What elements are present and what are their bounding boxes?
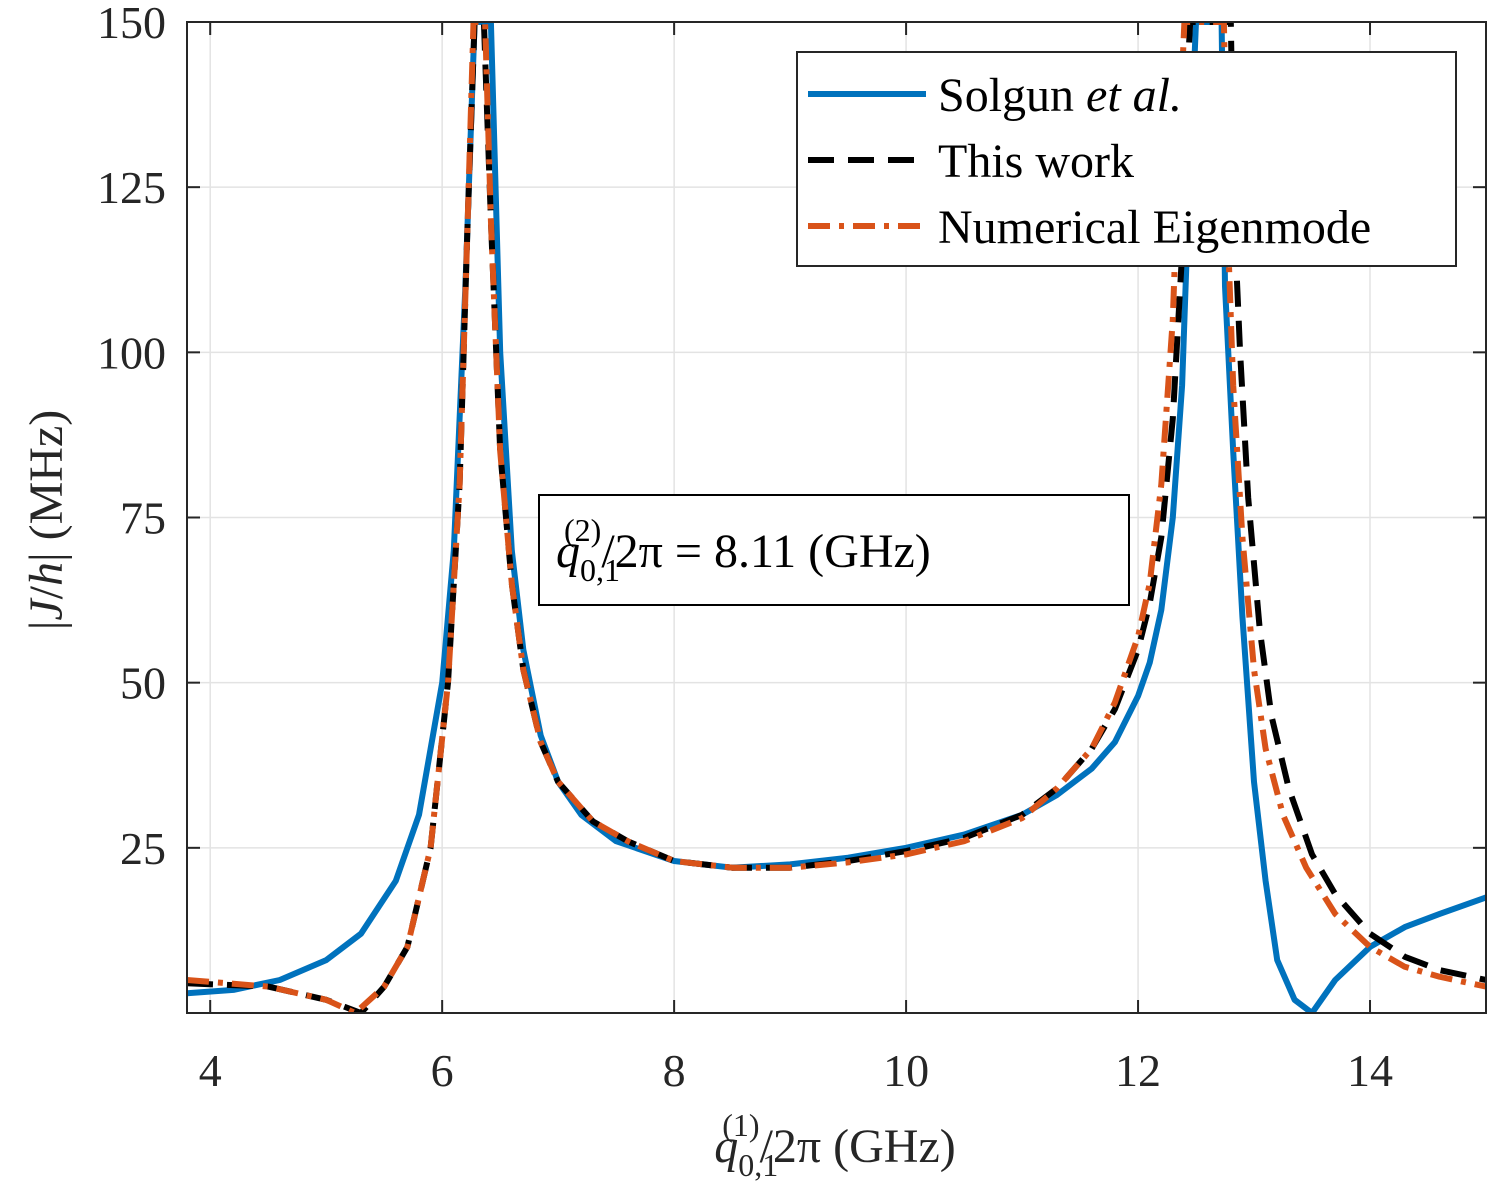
- ticks: [187, 21, 1486, 1013]
- y-tick-label: 150: [97, 0, 166, 48]
- x-tick-label: 14: [1347, 1045, 1393, 1096]
- series-line-numerical-eigenmode: [187, 22, 1486, 1013]
- annotation-var: q: [556, 525, 580, 578]
- series-layer: [187, 22, 1486, 1013]
- x-label-sup: (1): [722, 1107, 759, 1143]
- tick-labels: 4 6 8 10 12 14 25 50 75 100 125 150: [97, 0, 1393, 1096]
- y-label-post: | (MHz): [20, 410, 73, 562]
- annotation-text: q0,1 (2)/2π = 8.11 (GHz): [556, 512, 931, 588]
- annotation-sup: (2): [564, 512, 601, 548]
- legend-label-solgun-plain: Solgun: [938, 69, 1086, 122]
- x-label-rest: /2π (GHz): [760, 1120, 956, 1173]
- y-tick-label: 25: [120, 823, 166, 874]
- annotation-frame: [538, 494, 1130, 606]
- legend-label-numerical-eigenmode: Numerical Eigenmode: [938, 201, 1371, 254]
- x-axis-label: q0,1 (1)/2π (GHz): [714, 1107, 955, 1183]
- x-label-sub: 0,1: [738, 1147, 778, 1183]
- y-label-pre: |: [20, 621, 73, 631]
- series-line-solgun-et-al: [187, 22, 1486, 1013]
- y-label-var2: h: [20, 562, 73, 586]
- x-tick-label: 10: [883, 1045, 929, 1096]
- x-label-var: q: [714, 1120, 738, 1173]
- y-label-var: J: [20, 597, 73, 621]
- legend-label-this-work: This work: [938, 135, 1134, 188]
- annotation-sub: 0,1: [580, 552, 620, 588]
- y-label-mid: /: [20, 585, 73, 599]
- x-tick-label: 6: [431, 1045, 454, 1096]
- annotation-rest: /2π = 8.11 (GHz): [601, 525, 930, 578]
- y-axis-label: |J/h| (MHz): [20, 410, 73, 631]
- x-tick-label: 8: [663, 1045, 686, 1096]
- legend-label-solgun: Solgun et al.: [938, 69, 1182, 122]
- legend: Solgun et al. This work Numerical Eigenm…: [796, 51, 1457, 267]
- y-tick-label: 50: [120, 658, 166, 709]
- x-tick-label: 4: [199, 1045, 222, 1096]
- y-tick-label: 100: [97, 327, 166, 378]
- annotation-box: q0,1 (2)/2π = 8.11 (GHz): [538, 494, 1130, 606]
- y-tick-label: 125: [97, 162, 166, 213]
- y-tick-label: 75: [120, 493, 166, 544]
- x-tick-label: 12: [1115, 1045, 1161, 1096]
- legend-label-solgun-italic: et al.: [1086, 69, 1182, 122]
